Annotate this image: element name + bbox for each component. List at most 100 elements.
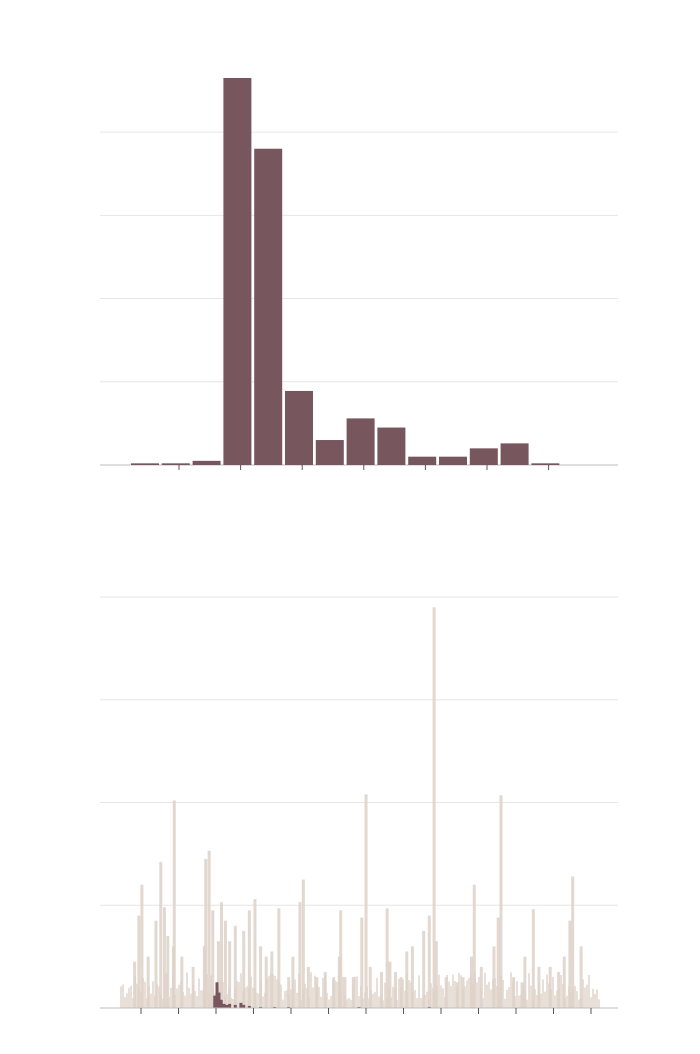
- background-bar: [342, 976, 344, 1008]
- background-bar: [440, 985, 442, 1008]
- background-spike-11: [180, 956, 184, 1008]
- background-bar: [460, 975, 462, 1008]
- background-bar: [450, 986, 452, 1008]
- bar-b7: [315, 440, 344, 465]
- background-spike-14: [204, 859, 208, 1008]
- background-bar: [466, 980, 468, 1008]
- background-bar: [594, 993, 596, 1008]
- background-bar: [286, 990, 288, 1008]
- top-histogram-chart: [100, 78, 618, 470]
- background-bar: [262, 996, 264, 1008]
- background-bar: [188, 987, 190, 1008]
- background-spike-1: [133, 961, 137, 1008]
- background-spike-7: [162, 907, 166, 1008]
- background-spike-69: [548, 966, 552, 1008]
- background-spike-35: [323, 972, 327, 1008]
- background-bar: [178, 984, 180, 1008]
- highlight-bar-16: [427, 1006, 431, 1008]
- background-spike-72: [568, 920, 572, 1008]
- background-bar: [198, 978, 200, 1008]
- background-bar: [120, 986, 122, 1008]
- background-spike-2: [137, 915, 141, 1008]
- background-bar: [408, 980, 410, 1008]
- background-spike-67: [531, 909, 535, 1008]
- background-spike-15: [207, 850, 211, 1008]
- background-spike-10: [172, 800, 176, 1008]
- background-bar: [170, 987, 172, 1008]
- highlight-bar-1: [213, 995, 217, 1008]
- background-spike-49: [405, 951, 409, 1008]
- background-bar: [484, 972, 486, 1008]
- highlight-bar-6: [225, 1004, 229, 1008]
- background-spike-53: [432, 607, 436, 1008]
- background-bar: [296, 992, 298, 1008]
- background-bar: [586, 984, 588, 1008]
- background-spike-17: [216, 941, 220, 1008]
- background-bar: [542, 979, 544, 1008]
- background-spike-60: [479, 966, 483, 1008]
- background-bar: [304, 983, 306, 1008]
- background-bar: [128, 987, 130, 1008]
- bar-b8: [346, 418, 375, 465]
- background-spike-55: [444, 977, 448, 1008]
- background-bar: [358, 996, 360, 1008]
- background-spike-46: [388, 961, 392, 1008]
- background-bar: [488, 981, 490, 1008]
- background-bar: [584, 987, 586, 1008]
- background-bar: [252, 987, 254, 1008]
- background-spike-16: [211, 910, 215, 1008]
- background-spike-39: [343, 977, 347, 1008]
- background-spike-70: [557, 972, 561, 1008]
- background-bar: [510, 972, 512, 1008]
- background-bar: [482, 998, 484, 1008]
- background-bar: [528, 973, 530, 1008]
- background-bar: [184, 995, 186, 1008]
- bar-b9: [377, 427, 406, 465]
- highlight-bar-5: [222, 1003, 226, 1008]
- background-bar: [312, 987, 314, 1008]
- bar-b1: [131, 463, 159, 465]
- background-spike-61: [492, 946, 496, 1008]
- background-bar: [232, 998, 234, 1008]
- background-bar: [238, 982, 240, 1008]
- background-spike-62: [496, 917, 500, 1008]
- background-bar: [442, 988, 444, 1008]
- highlight-bar-3: [217, 992, 221, 1008]
- highlight-bar-9: [239, 1002, 243, 1008]
- background-spike-50: [410, 946, 414, 1008]
- background-bar: [126, 993, 128, 1008]
- background-bar: [284, 991, 286, 1008]
- background-bar: [176, 988, 178, 1008]
- background-bar: [200, 990, 202, 1008]
- background-bar: [196, 995, 198, 1008]
- background-spike-63: [499, 795, 503, 1008]
- background-bar: [590, 997, 592, 1008]
- background-bar: [468, 978, 470, 1008]
- background-bar: [130, 985, 132, 1008]
- background-bar: [310, 972, 312, 1008]
- background-spike-45: [385, 908, 389, 1008]
- background-bar: [454, 981, 456, 1008]
- background-bar: [122, 984, 124, 1008]
- bottom-spike-chart: [100, 596, 618, 1014]
- bar-b11: [439, 456, 467, 465]
- background-bar: [588, 974, 590, 1008]
- background-spike-12: [191, 966, 195, 1008]
- background-spike-58: [469, 956, 473, 1008]
- background-bar: [566, 995, 568, 1008]
- background-bar: [124, 997, 126, 1008]
- background-bar: [346, 999, 348, 1008]
- background-bar: [478, 976, 480, 1008]
- background-spike-18: [220, 902, 224, 1008]
- background-bar: [318, 987, 320, 1008]
- background-bar: [392, 986, 394, 1008]
- background-bar: [420, 997, 422, 1008]
- highlight-bar-11: [247, 1005, 251, 1008]
- background-spike-42: [364, 794, 368, 1008]
- background-spike-38: [339, 910, 343, 1008]
- background-spike-51: [422, 930, 426, 1008]
- background-bar: [506, 989, 508, 1008]
- background-bar: [576, 990, 578, 1008]
- background-spike-27: [270, 951, 274, 1008]
